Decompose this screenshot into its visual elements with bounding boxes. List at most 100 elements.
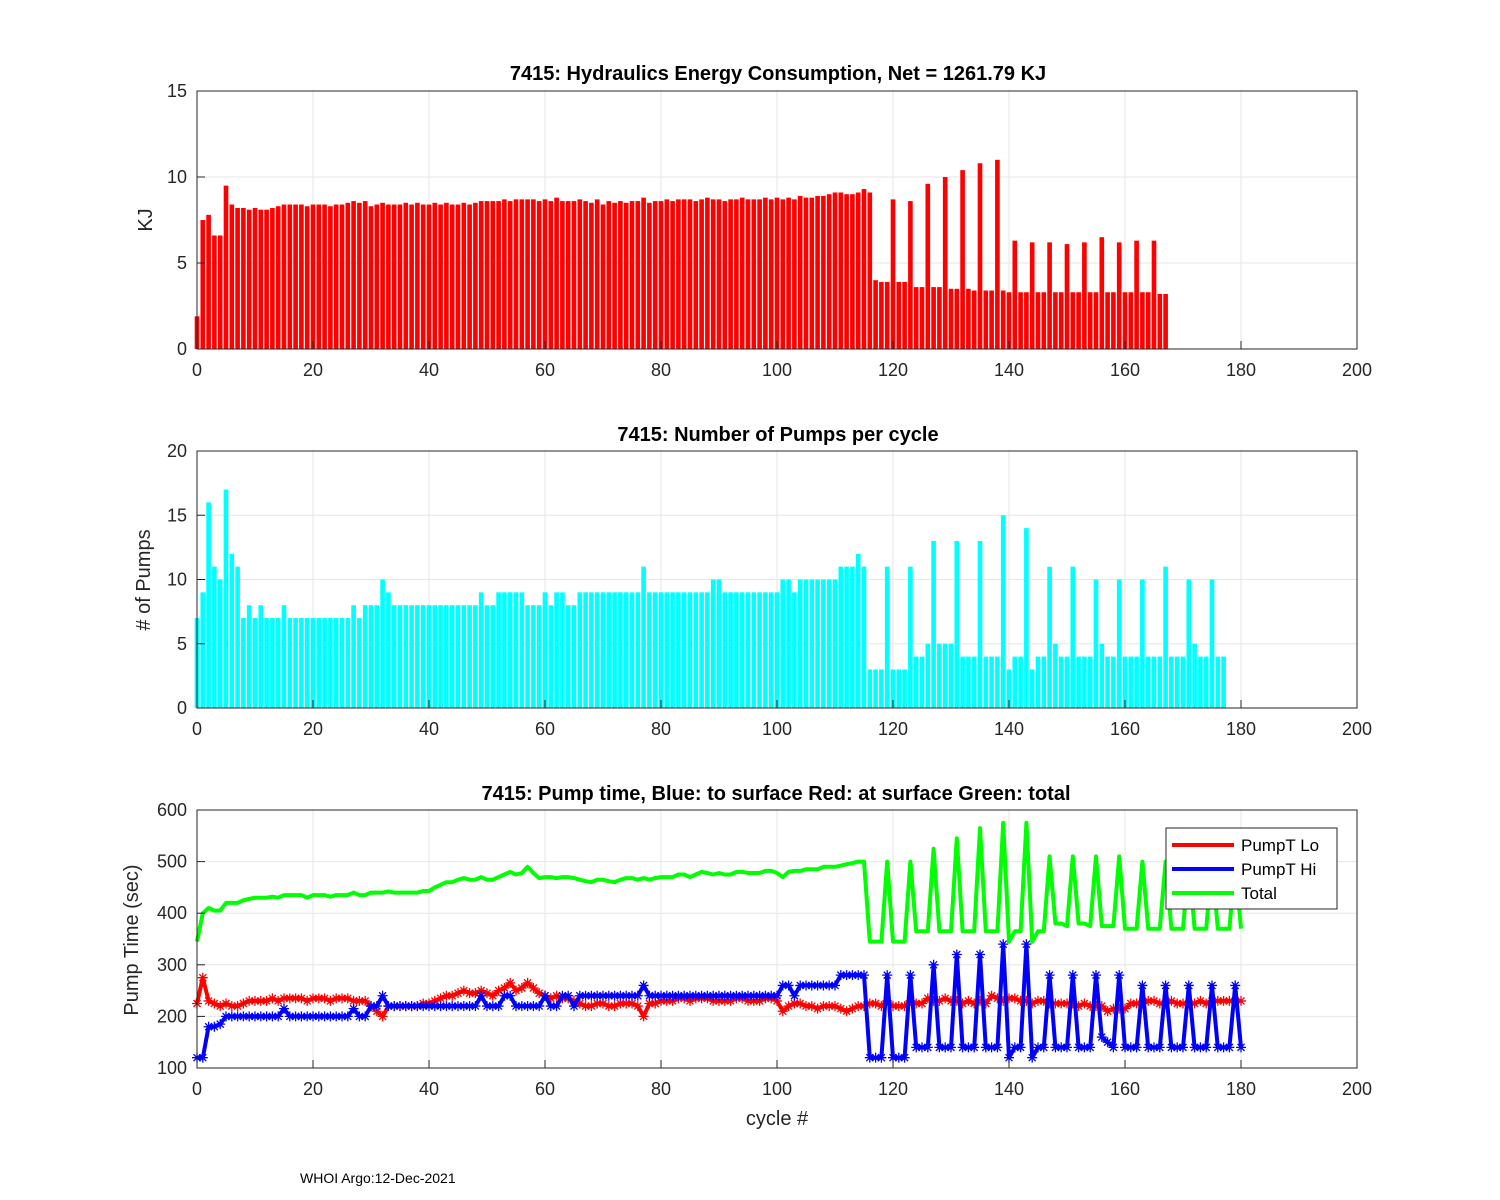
series-marker-pumpt-lo — [574, 998, 585, 1009]
series-marker-pumpt-lo — [986, 990, 997, 1001]
energy-chart-title: 7415: Hydraulics Energy Consumption, Net… — [510, 63, 1046, 85]
series-marker-pumpt-hi — [476, 990, 487, 1001]
series-marker-pumpt-hi — [1108, 1042, 1119, 1053]
pumps-bar — [937, 643, 942, 708]
series-marker-pumpt-lo — [1102, 1006, 1113, 1017]
energy-bar — [1111, 292, 1116, 349]
pumps-bar — [1053, 643, 1058, 708]
series-marker-pumpt-hi — [1091, 970, 1101, 981]
series-marker-pumpt-lo — [627, 998, 637, 1009]
series-marker-pumpt-lo — [1201, 998, 1212, 1009]
series-marker-pumpt-hi — [534, 1001, 545, 1012]
energy-bar — [838, 192, 844, 349]
series-line-total — [195, 820, 1243, 944]
pumptime-xtick-label: 200 — [1342, 1079, 1372, 1099]
series-marker-pumpt-lo — [1015, 995, 1026, 1006]
series-marker-pumpt-lo — [580, 1001, 591, 1012]
pumps-bar — [1105, 656, 1110, 708]
pumps-chart-title: 7415: Number of Pumps per cycle — [617, 424, 938, 446]
pumps-bar — [357, 618, 362, 708]
pumps-bar — [1006, 669, 1012, 708]
energy-bar — [647, 202, 652, 349]
energy-bar — [797, 195, 803, 349]
series-marker-pumpt-hi — [1120, 1042, 1130, 1053]
energy-bar — [287, 204, 293, 349]
pumps-bar — [919, 656, 925, 708]
pumps-bar — [774, 592, 780, 708]
series-marker-pumpt-hi — [221, 1011, 231, 1022]
series-marker-pumpt-hi — [975, 949, 985, 960]
pumps-bar — [751, 592, 757, 708]
series-marker-pumpt-hi — [424, 1001, 434, 1012]
energy-bar — [1076, 292, 1081, 349]
series-marker-pumpt-hi — [754, 990, 765, 1001]
pumps-bar — [867, 669, 873, 708]
series-marker-pumpt-lo — [337, 993, 347, 1004]
pumps-bar — [745, 592, 751, 708]
energy-bar — [223, 185, 229, 349]
series-marker-pumpt-lo — [917, 998, 927, 1009]
series-marker-pumpt-hi — [824, 980, 835, 991]
energy-bar — [739, 197, 745, 349]
series-marker-pumpt-hi — [667, 990, 678, 1001]
series-marker-pumpt-hi — [1125, 1042, 1136, 1053]
pumps-bar — [560, 592, 565, 708]
energy-bar — [438, 204, 443, 349]
energy-xtick-label: 120 — [878, 360, 908, 380]
pumptime-y-axis-label: Pump Time (sec) — [121, 864, 143, 1015]
pumps-bar — [333, 618, 339, 708]
pumptime-ytick-label: 400 — [157, 903, 187, 923]
legend-box — [1165, 827, 1338, 910]
pumps-bar — [1163, 566, 1168, 708]
energy-bar — [728, 199, 733, 349]
energy-bar — [1099, 237, 1105, 349]
series-marker-pumpt-hi — [830, 980, 840, 991]
energy-xtick-label: 80 — [651, 360, 671, 380]
series-marker-pumpt-hi — [1149, 1042, 1159, 1053]
series-marker-pumpt-lo — [313, 993, 324, 1004]
series-marker-pumpt-lo — [847, 1003, 858, 1014]
pumps-bar — [681, 592, 687, 708]
energy-bar — [507, 201, 513, 349]
pumptime-ytick-label: 300 — [157, 955, 187, 975]
pumps-bar — [1012, 656, 1018, 708]
pumps-bar — [1140, 579, 1145, 708]
series-marker-pumpt-lo — [267, 993, 278, 1004]
energy-bar — [496, 201, 501, 349]
series-marker-pumpt-lo — [522, 977, 533, 988]
series-marker-pumpt-lo — [342, 993, 353, 1004]
pumps-bar — [362, 605, 368, 708]
energy-bar — [345, 202, 351, 349]
energy-bar — [415, 202, 420, 349]
series-marker-pumpt-hi — [615, 990, 626, 1001]
energy-bar — [716, 199, 722, 349]
energy-bar — [264, 209, 269, 349]
pumps-bar — [1145, 656, 1151, 708]
series-marker-pumpt-lo — [1154, 998, 1165, 1009]
series-marker-pumpt-hi — [400, 1001, 411, 1012]
pumps-bar — [925, 643, 931, 708]
series-marker-pumpt-hi — [1207, 980, 1217, 991]
energy-bar — [954, 288, 960, 349]
energy-bar — [861, 189, 867, 349]
pumps-bar — [1198, 656, 1203, 708]
series-marker-pumpt-lo — [516, 983, 527, 994]
series-marker-pumpt-hi — [1009, 1042, 1020, 1053]
pumps-bar — [536, 605, 542, 708]
pumps-bar — [873, 669, 878, 708]
pumps-bar — [954, 540, 960, 708]
energy-bar — [357, 202, 362, 349]
pumptime-xtick-label: 120 — [878, 1079, 908, 1099]
pumps-bar — [1035, 656, 1041, 708]
energy-bar — [206, 214, 211, 349]
energy-bar — [774, 197, 780, 349]
pumps-bar — [705, 592, 710, 708]
series-marker-pumpt-lo — [221, 998, 231, 1009]
pumps-xtick-label: 180 — [1226, 719, 1256, 739]
pumps-ytick-label: 10 — [167, 570, 187, 590]
energy-bar — [1157, 293, 1163, 349]
series-marker-pumpt-hi — [284, 1011, 295, 1022]
series-marker-pumpt-hi — [360, 1011, 371, 1022]
energy-bar — [681, 199, 687, 349]
pumps-bar — [693, 592, 699, 708]
